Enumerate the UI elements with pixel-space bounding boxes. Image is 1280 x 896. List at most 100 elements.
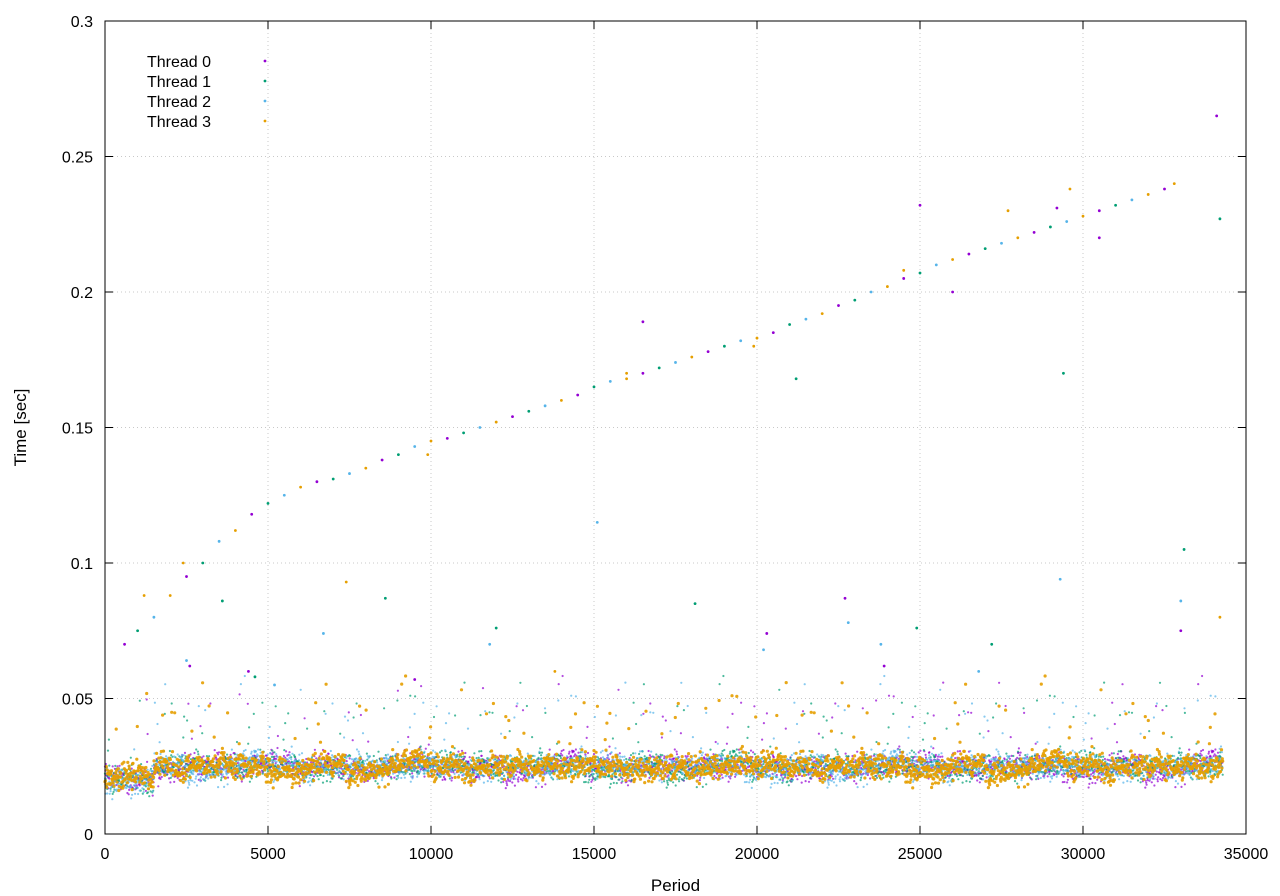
data-point [440,749,443,752]
data-point [460,749,464,752]
data-point [272,755,275,759]
data-point [235,740,239,744]
data-point [544,783,547,786]
data-point [727,780,730,783]
data-point [834,748,837,751]
data-point [860,776,863,779]
data-point [384,754,387,757]
data-point [268,766,271,769]
data-point [128,788,131,792]
data-point [190,737,193,740]
data-point [795,775,798,778]
data-point [729,750,732,753]
data-point [1048,773,1051,776]
data-point [574,753,577,756]
data-point [934,753,938,757]
outlier-point [247,670,250,673]
data-point [709,748,712,751]
data-point [365,752,368,755]
data-point [438,751,442,754]
data-point [158,776,161,779]
data-point [170,754,173,757]
data-point [182,736,185,739]
outlier-point [765,632,769,635]
data-point [1216,751,1220,754]
data-point [970,711,973,714]
data-point [111,765,114,768]
data-point [285,763,288,766]
data-point [590,780,593,783]
data-point [515,773,518,777]
data-point [988,754,991,758]
data-point [630,779,633,782]
data-point [1091,769,1094,772]
data-point [961,774,965,778]
data-point [723,748,726,752]
data-point [958,750,962,753]
data-point [270,755,273,759]
outlier-point [1179,629,1183,633]
data-point [821,736,824,739]
data-point [313,748,316,751]
data-point [1145,781,1148,784]
trend-point [771,331,775,335]
data-point [1090,737,1093,740]
data-point [1155,770,1158,773]
data-point [1075,773,1078,776]
data-point [663,757,666,760]
data-point [847,755,850,758]
data-point [316,775,319,778]
data-point [672,757,676,760]
data-point [695,786,698,789]
outlier-point [843,596,847,600]
trend-point [445,436,449,440]
data-point [317,778,320,781]
data-point [642,712,645,715]
data-point [1088,777,1091,780]
data-point [488,777,491,780]
data-point [138,784,141,787]
data-point [1155,705,1158,708]
data-point [665,786,668,789]
data-point [462,755,465,758]
data-point [832,777,835,780]
data-point [404,772,407,775]
data-point [409,694,412,697]
data-point [457,750,460,753]
data-point [675,761,678,764]
data-point [924,753,927,757]
data-point [478,750,481,753]
data-point [615,776,618,779]
data-point [874,774,877,778]
data-point [274,705,277,708]
data-point [548,748,551,751]
data-point [1010,754,1013,758]
data-point [643,755,646,758]
data-point [1108,754,1111,757]
data-point [294,756,297,759]
data-point [340,777,343,780]
data-point [107,738,110,741]
data-point [312,775,316,778]
data-point [912,755,915,759]
data-point [1180,785,1183,789]
data-point [1197,683,1200,686]
data-point [675,773,679,776]
data-point [491,711,494,714]
data-point [1106,758,1109,761]
data-point [713,774,716,778]
data-point [151,794,154,797]
data-point [170,702,173,705]
data-point [236,761,239,765]
data-point [714,740,717,744]
data-point [1112,752,1115,755]
data-point [650,760,653,764]
data-point [1199,752,1202,755]
data-point [1009,736,1012,739]
data-point [720,773,723,776]
data-point [715,772,719,775]
data-point [917,751,920,754]
data-point [288,751,291,754]
data-point [261,772,264,775]
data-point [807,780,811,783]
